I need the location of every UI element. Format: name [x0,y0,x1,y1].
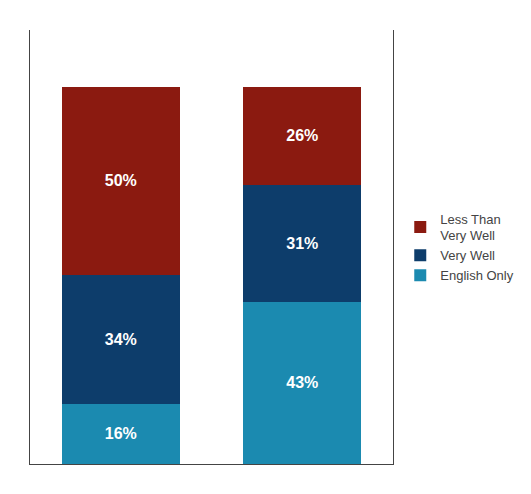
svg-text:34%: 34% [105,331,137,348]
svg-text:31%: 31% [286,235,318,252]
svg-text:26%: 26% [286,127,318,144]
svg-text:English Only: English Only [440,268,513,283]
svg-text:43%: 43% [286,374,318,391]
svg-text:Less ThanVery Well: Less ThanVery Well [440,212,500,244]
svg-text:16%: 16% [105,425,137,442]
svg-text:Very Well: Very Well [440,248,495,263]
svg-text:50%: 50% [105,172,137,189]
